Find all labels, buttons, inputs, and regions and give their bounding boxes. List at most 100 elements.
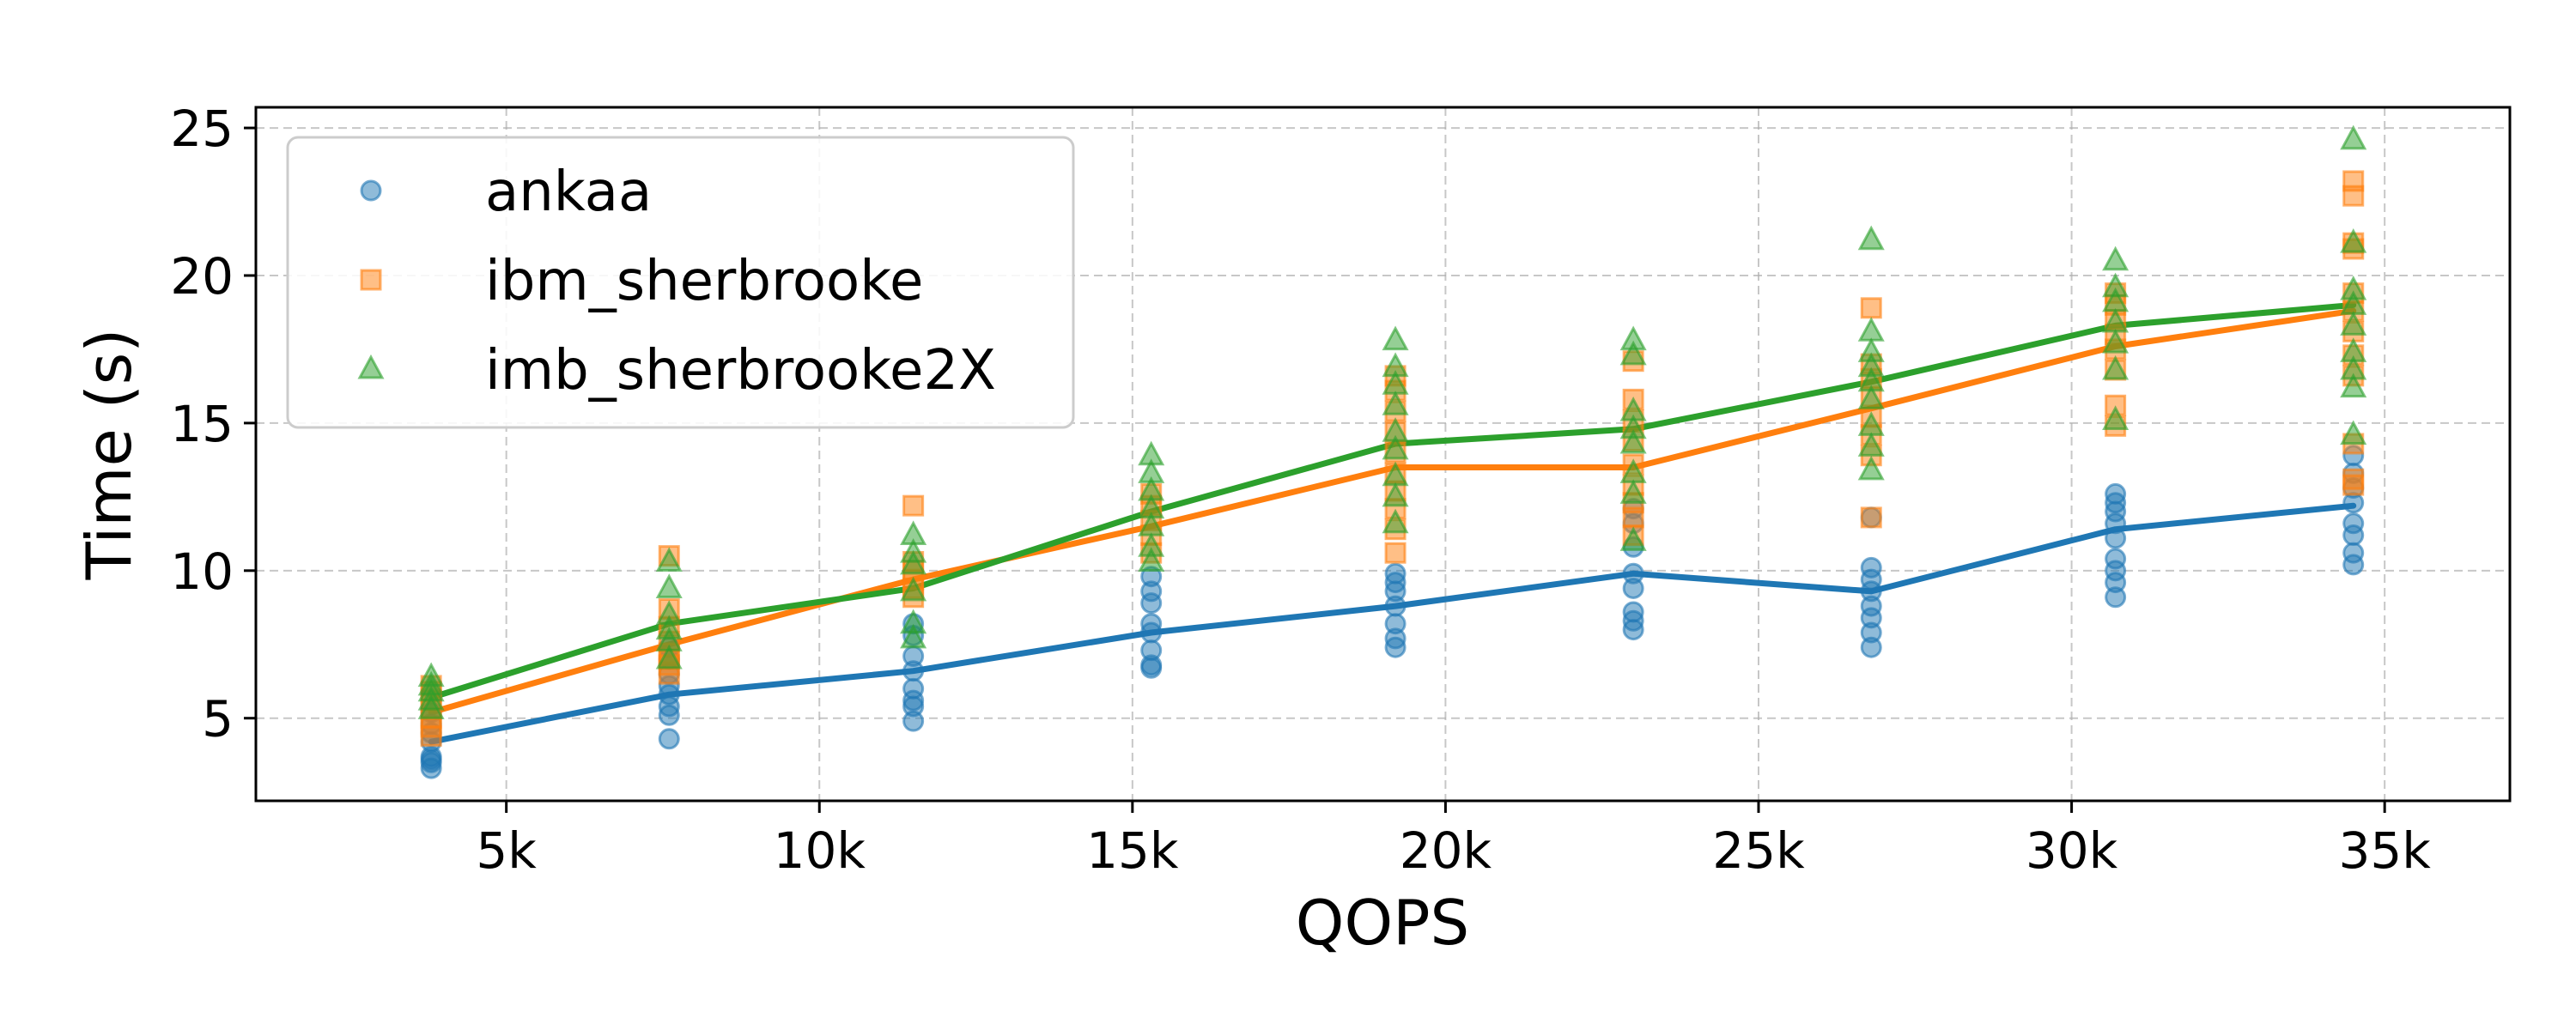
ibm_sherbrooke-point: [1384, 542, 1406, 564]
x-tick-label: 25k: [1712, 821, 1805, 880]
x-tick-label: 10k: [774, 821, 866, 880]
x-tick-label: 20k: [1400, 821, 1492, 880]
imb_sherbrooke2X-point: [1138, 547, 1165, 572]
imb_sherbrooke2X-point: [1382, 417, 1409, 442]
imb_sherbrooke2X-point: [1619, 458, 1647, 483]
imb_sherbrooke2X-point: [1857, 337, 1885, 362]
legend-label-ibm_sherbrooke: ibm_sherbrooke: [485, 250, 923, 313]
legend-label-ankaa: ankaa: [485, 161, 652, 224]
legend-label-imb_sherbrooke2X: imb_sherbrooke2X: [485, 339, 996, 403]
x-tick-label: 35k: [2338, 821, 2431, 880]
imb_sherbrooke2X-point: [1382, 461, 1409, 487]
imb_sherbrooke2X-point: [2102, 245, 2129, 271]
x-tick-label: 30k: [2026, 821, 2118, 880]
imb_sherbrooke2X-point: [900, 549, 927, 575]
ankaa-point: [2105, 482, 2127, 505]
imb_sherbrooke2X-point: [1857, 455, 1885, 481]
ankaa-point: [1140, 613, 1163, 635]
series-points: [417, 124, 2367, 779]
imb_sherbrooke2X-point: [2340, 124, 2367, 150]
imb_sherbrooke2X-point: [900, 538, 927, 563]
imb_sherbrooke2X-point: [655, 644, 683, 670]
ankaa-point: [1384, 613, 1406, 635]
ibm_sherbrooke-point: [1860, 506, 1882, 529]
ibm_sherbrooke-point: [2342, 170, 2365, 192]
imb_sherbrooke2X-point: [2102, 328, 2129, 354]
y-axis-title: Time (s): [73, 329, 145, 581]
imb_sherbrooke2X-point: [655, 547, 683, 572]
x-tick-label: 15k: [1086, 821, 1179, 880]
series-imb_sherbrooke2X-points: [417, 124, 2367, 719]
imb_sherbrooke2X-point: [1138, 494, 1165, 519]
imb_sherbrooke2X-point: [2102, 272, 2129, 298]
imb_sherbrooke2X-point: [1382, 325, 1409, 351]
plot-frame: [254, 106, 2512, 803]
imb_sherbrooke2X-point: [1138, 476, 1165, 501]
imb_sherbrooke2X-point: [1857, 317, 1885, 342]
imb_sherbrooke2X-point: [1857, 432, 1885, 457]
imb_sherbrooke2X-point: [655, 615, 683, 640]
x-tick-label: 5k: [476, 821, 537, 880]
imb_sherbrooke2X-point: [2340, 420, 2367, 445]
y-axis-ticks: 5 10 15 20 25: [170, 100, 256, 748]
imb_sherbrooke2X-point: [1138, 458, 1165, 483]
ankaa-point: [902, 677, 925, 700]
imb_sherbrooke2X-point: [1619, 479, 1647, 504]
imb_sherbrooke2X-point: [2102, 405, 2129, 430]
ankaa-point: [1622, 562, 1644, 585]
imb_sherbrooke2X-point: [1619, 526, 1647, 551]
imb_sherbrooke2X-point: [2340, 228, 2367, 253]
imb_sherbrooke2X-point: [900, 520, 927, 546]
imb_sherbrooke2X-point: [900, 609, 927, 634]
legend-marker-imb_sherbrooke2X: [357, 354, 385, 379]
imb_sherbrooke2X-point: [1382, 434, 1409, 460]
imb_sherbrooke2X-point: [1619, 340, 1647, 366]
imb_sherbrooke2X-point: [1857, 411, 1885, 436]
y-tick-label: 10: [170, 542, 234, 601]
imb_sherbrooke2X-point: [1857, 367, 1885, 392]
imb_sherbrooke2X-point: [1382, 352, 1409, 378]
y-tick-label: 20: [170, 247, 234, 306]
imb_sherbrooke2X-point: [2340, 276, 2367, 300]
imb_sherbrooke2X-point: [1382, 391, 1409, 415]
imb_sherbrooke2X-point: [2102, 354, 2129, 380]
imb_sherbrooke2X-point: [1382, 482, 1409, 507]
ankaa-point: [1622, 601, 1644, 623]
ibm_sherbrooke-point: [2342, 468, 2365, 490]
imb_sherbrooke2X-point: [2340, 373, 2367, 398]
imb_sherbrooke2X-point: [2102, 287, 2129, 312]
imb_sherbrooke2X-point: [1857, 225, 1885, 251]
ankaa-point: [2342, 542, 2365, 564]
legend-marker-ibm_sherbrooke: [360, 269, 382, 291]
imb_sherbrooke2X-point: [2102, 307, 2129, 333]
imb_sherbrooke2X-point: [417, 662, 445, 688]
imb_sherbrooke2X-point: [2340, 354, 2367, 380]
legend: ankaa ibm_sherbrooke imb_sherbrooke2X: [286, 136, 1075, 429]
imb_sherbrooke2X-point: [1857, 352, 1885, 378]
x-axis-ticks: 5k 10k 15k 20k 25k 30k 35k: [476, 801, 2431, 880]
imb_sherbrooke2X-point: [655, 627, 683, 651]
y-tick-label: 15: [170, 395, 234, 453]
imb_sherbrooke2X-point: [1138, 512, 1165, 536]
ibm_sherbrooke-point: [1860, 297, 1882, 319]
imb_sherbrooke2X-point: [1138, 532, 1165, 557]
imb_sherbrooke2X-point: [1382, 508, 1409, 534]
grid: [256, 107, 2510, 801]
legend-marker-ankaa: [360, 179, 382, 202]
imb_sherbrooke2X-point: [655, 600, 683, 625]
x-axis-title: QOPS: [1296, 887, 1469, 959]
imb_sherbrooke2X-point: [2340, 311, 2367, 336]
imb_sherbrooke2X-point: [1857, 385, 1885, 409]
imb_sherbrooke2X-point: [1619, 325, 1647, 351]
imb_sherbrooke2X-point: [1619, 428, 1647, 454]
ankaa-point: [1860, 556, 1882, 579]
ankaa-point: [2105, 548, 2127, 570]
y-tick-label: 5: [202, 690, 234, 748]
imb_sherbrooke2X-point: [2340, 290, 2367, 315]
imb_sherbrooke2X-point: [1619, 396, 1647, 421]
imb_sherbrooke2X-point: [655, 573, 683, 598]
imb_sherbrooke2X-point: [2340, 337, 2367, 362]
ankaa-point: [2342, 512, 2365, 535]
imb_sherbrooke2X-point: [900, 576, 927, 602]
imb_sherbrooke2X-point: [900, 623, 927, 649]
